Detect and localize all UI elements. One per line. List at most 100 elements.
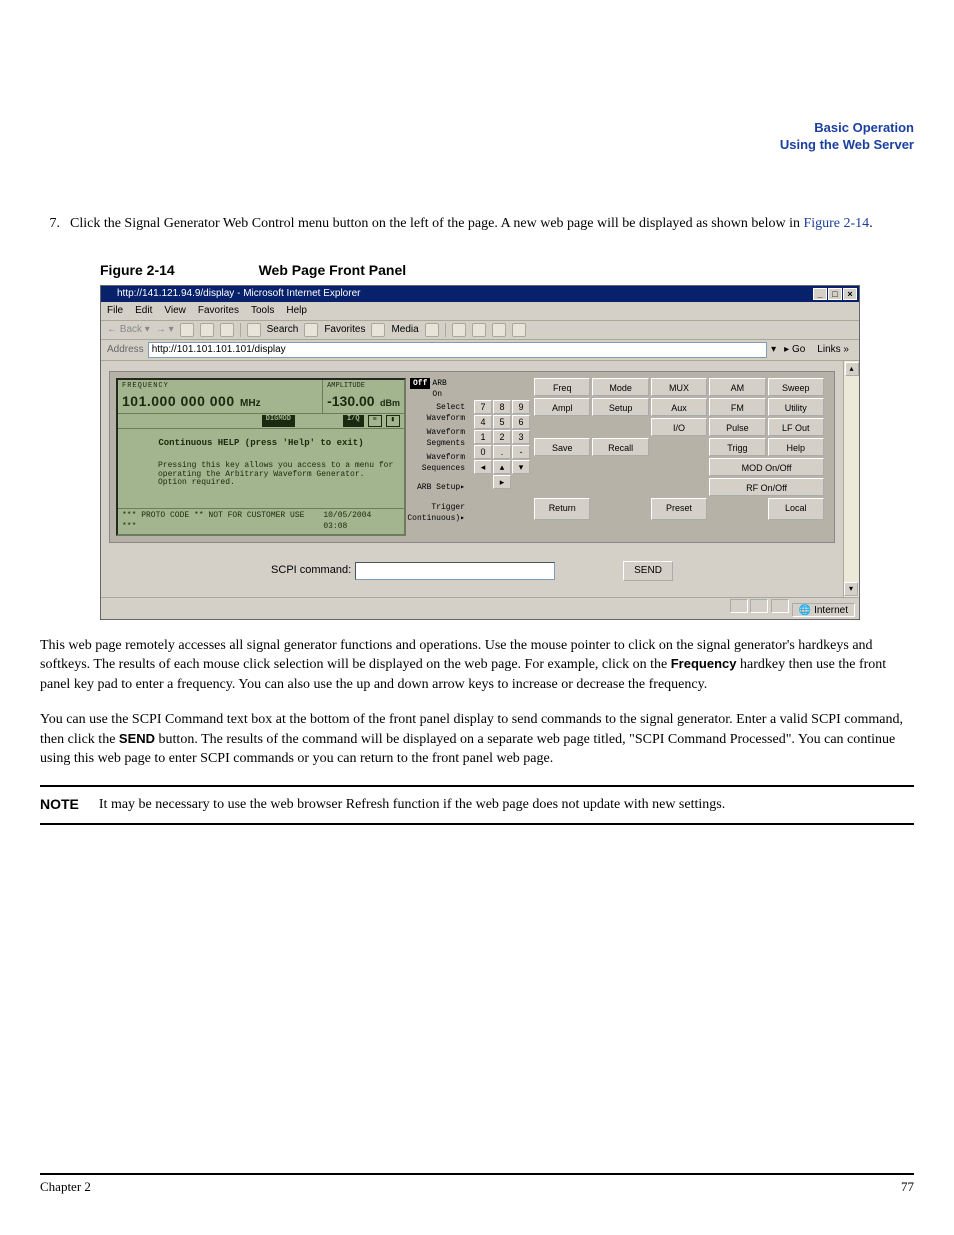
ampl-button[interactable]: Ampl <box>534 398 590 416</box>
menu-favorites[interactable]: Favorites <box>198 304 239 318</box>
refresh-icon[interactable] <box>200 323 214 337</box>
preset-button[interactable]: Preset <box>651 498 707 520</box>
maximize-icon[interactable]: □ <box>828 288 842 300</box>
links-button[interactable]: Links » <box>813 343 853 357</box>
fm-button[interactable]: FM <box>709 398 765 416</box>
rf-onoff-button[interactable]: RF On/Off <box>709 478 824 496</box>
scroll-down-icon[interactable]: ▾ <box>844 582 858 596</box>
arb-off: Off <box>410 378 430 389</box>
media-icon[interactable] <box>371 323 385 337</box>
menu-help[interactable]: Help <box>286 304 307 318</box>
address-label: Address <box>107 343 144 357</box>
softkey-trigger[interactable]: Trigger (Continuous)▸ <box>410 503 470 523</box>
go-button[interactable]: ▸ Go <box>780 343 809 357</box>
key-minus[interactable]: - <box>512 445 530 459</box>
menu-file[interactable]: File <box>107 304 123 318</box>
print-icon[interactable] <box>472 323 486 337</box>
io-button[interactable]: I/O <box>651 418 707 436</box>
browser-body: ▴ ▾ FREQUENCY 101.000 000 000 MHz <box>101 361 859 597</box>
setup-button[interactable]: Setup <box>592 398 648 416</box>
status-left <box>105 599 108 618</box>
key-up[interactable]: ▴ <box>493 460 511 474</box>
return-button[interactable]: Return <box>534 498 590 520</box>
scroll-up-icon[interactable]: ▴ <box>845 362 859 376</box>
figure-link[interactable]: Figure 2-14 <box>803 216 869 231</box>
key-7[interactable]: 7 <box>474 400 492 414</box>
key-right[interactable]: ▸ <box>493 475 511 489</box>
help-button[interactable]: Help <box>768 438 824 456</box>
step-text: Click the Signal Generator Web Control m… <box>70 214 914 234</box>
window-title: http://141.121.94.9/display - Microsoft … <box>103 287 360 301</box>
addr-dropdown-icon[interactable]: ▾ <box>771 343 776 357</box>
toolbar: ← Back ▾ → ▾ Search Favorites Media <box>101 321 859 340</box>
address-input[interactable] <box>148 342 767 358</box>
mux-button[interactable]: MUX <box>651 378 707 396</box>
menu-tools[interactable]: Tools <box>251 304 274 318</box>
hardkey-grid: Freq Mode MUX AM Sweep Ampl Setup Aux FM… <box>534 378 824 536</box>
key-3[interactable]: 3 <box>512 430 530 444</box>
menu-edit[interactable]: Edit <box>135 304 152 318</box>
forward-button[interactable]: → ▾ <box>156 323 174 337</box>
statusbar: 🌐 Internet <box>101 597 859 619</box>
key-down[interactable]: ▾ <box>512 460 530 474</box>
lfout-button[interactable]: LF Out <box>768 418 824 436</box>
am-button[interactable]: AM <box>709 378 765 396</box>
softkey-select-waveform[interactable]: Select Waveform <box>410 403 470 423</box>
trigg-button[interactable]: Trigg <box>709 438 765 456</box>
stop-icon[interactable] <box>180 323 194 337</box>
key-5[interactable]: 5 <box>493 415 511 429</box>
numeric-keypad: 7 8 9 4 5 6 1 2 3 0 . - ◂ <box>474 400 530 489</box>
key-8[interactable]: 8 <box>493 400 511 414</box>
edit-icon[interactable] <box>492 323 506 337</box>
recall-button[interactable]: Recall <box>592 438 648 456</box>
favorites-icon[interactable] <box>304 323 318 337</box>
titlebar: http://141.121.94.9/display - Microsoft … <box>101 286 859 302</box>
freq-button[interactable]: Freq <box>534 378 590 396</box>
sweep-button[interactable]: Sweep <box>768 378 824 396</box>
close-icon[interactable]: × <box>843 288 857 300</box>
key-0[interactable]: 0 <box>474 445 492 459</box>
lcd-display[interactable]: FREQUENCY 101.000 000 000 MHz AMPLITUDE … <box>116 378 406 536</box>
frequency-value: 101.000 000 000 <box>122 393 235 409</box>
discuss-icon[interactable] <box>512 323 526 337</box>
home-icon[interactable] <box>220 323 234 337</box>
pulse-button[interactable]: Pulse <box>709 418 765 436</box>
paragraph-1: This web page remotely accesses all sign… <box>40 636 914 695</box>
amplitude-label: AMPLITUDE <box>327 382 400 392</box>
key-9[interactable]: 9 <box>512 400 530 414</box>
mode-button[interactable]: Mode <box>592 378 648 396</box>
scpi-input[interactable] <box>355 562 555 580</box>
frequency-unit: MHz <box>240 398 261 409</box>
indicator-icon: ▮ <box>386 415 400 427</box>
lcd-footer-date: 10/05/2004 03:08 <box>323 510 400 532</box>
menu-view[interactable]: View <box>164 304 186 318</box>
softkey-waveform-sequences[interactable]: Waveform Sequences <box>410 453 470 473</box>
status-cell <box>730 599 748 613</box>
mail-icon[interactable] <box>452 323 466 337</box>
key-1[interactable]: 1 <box>474 430 492 444</box>
softkey-waveform-segments[interactable]: Waveform Segments <box>410 428 470 448</box>
scrollbar[interactable]: ▴ ▾ <box>843 361 859 597</box>
key-4[interactable]: 4 <box>474 415 492 429</box>
arb-indicator: Off ARBOn <box>410 378 470 398</box>
minimize-icon[interactable]: _ <box>813 288 827 300</box>
key-left[interactable]: ◂ <box>474 460 492 474</box>
send-button[interactable]: SEND <box>623 561 673 581</box>
back-button[interactable]: ← Back ▾ <box>107 323 150 337</box>
lcd-footer-left: *** PROTO CODE ** NOT FOR CUSTOMER USE *… <box>122 510 323 532</box>
softkey-arb-setup[interactable]: ARB Setup▸ <box>410 478 470 498</box>
save-button[interactable]: Save <box>534 438 590 456</box>
utility-button[interactable]: Utility <box>768 398 824 416</box>
header-section: Basic Operation <box>40 120 914 137</box>
scpi-row: SCPI command: SEND <box>109 551 835 591</box>
iq-indicator: I/Q <box>343 415 364 427</box>
local-button[interactable]: Local <box>768 498 824 520</box>
history-icon[interactable] <box>425 323 439 337</box>
key-2[interactable]: 2 <box>493 430 511 444</box>
key-dot[interactable]: . <box>493 445 511 459</box>
mod-onoff-button[interactable]: MOD On/Off <box>709 458 824 476</box>
send-bold: SEND <box>119 731 155 746</box>
aux-button[interactable]: Aux <box>651 398 707 416</box>
key-6[interactable]: 6 <box>512 415 530 429</box>
search-icon[interactable] <box>247 323 261 337</box>
